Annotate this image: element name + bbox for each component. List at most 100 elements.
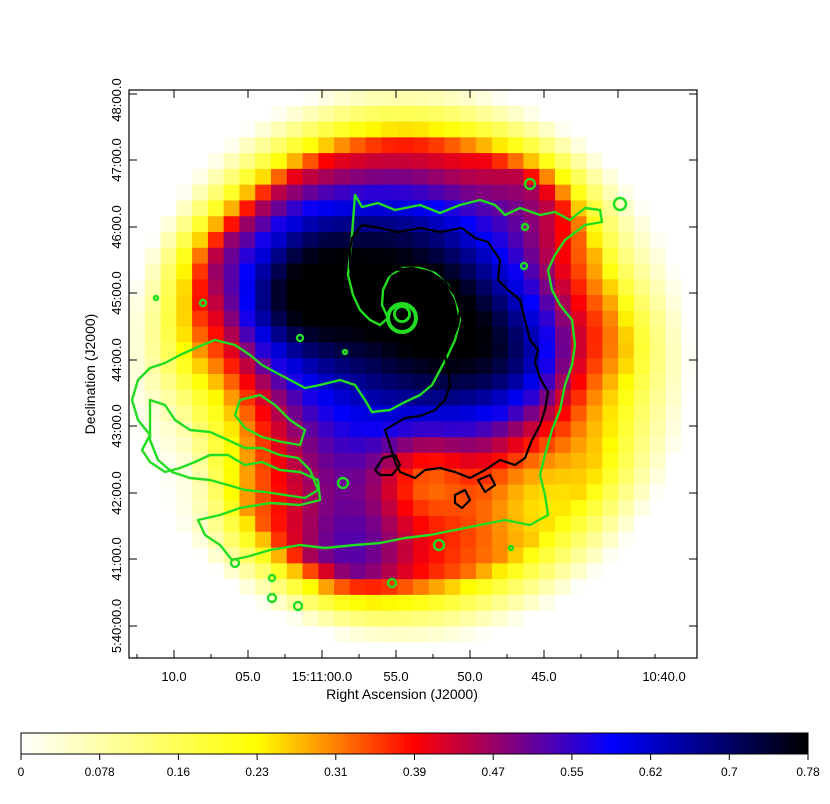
- heatmap-cell: [349, 374, 367, 391]
- heatmap-cell: [176, 421, 193, 438]
- heatmap-cell: [334, 437, 351, 454]
- heatmap-cell: [523, 90, 540, 107]
- heatmap-cell: [255, 247, 272, 265]
- heatmap-cell: [586, 137, 603, 154]
- heatmap-cell: [507, 610, 525, 628]
- heatmap-cell: [334, 516, 351, 533]
- heatmap-cell: [271, 342, 288, 359]
- y-tick-labels: 5:40:00.0 41:00.0 42:00.0 43:00.0 44:00.…: [109, 78, 124, 653]
- heatmap-cell: [176, 247, 193, 265]
- heatmap-cell: [381, 547, 398, 564]
- heatmap-cell: [539, 547, 556, 564]
- heatmap-cell: [255, 216, 272, 233]
- heatmap-cell: [570, 168, 588, 186]
- heatmap-cell: [176, 326, 193, 344]
- heatmap-cell: [129, 468, 146, 486]
- heatmap-cell: [176, 358, 193, 375]
- heatmap-cell: [570, 358, 588, 375]
- heatmap-cell: [239, 452, 256, 470]
- heatmap-cell: [507, 358, 525, 375]
- heatmap-cell: [570, 468, 588, 486]
- heatmap-cell: [144, 279, 162, 296]
- heatmap-cell: [302, 563, 319, 580]
- heatmap-cell: [349, 247, 367, 265]
- heatmap-cell: [223, 594, 241, 612]
- heatmap-cell: [665, 547, 682, 564]
- heatmap-cell: [192, 374, 209, 391]
- heatmap-cell: [602, 626, 619, 643]
- heatmap-cell: [555, 247, 572, 265]
- heatmap-cell: [334, 184, 351, 202]
- heatmap-cell: [381, 516, 398, 533]
- heatmap-cell: [681, 594, 697, 612]
- heatmap-cell: [649, 516, 667, 533]
- heatmap-cell: [318, 310, 335, 328]
- heatmap-cell: [491, 374, 509, 391]
- heatmap-cell: [144, 579, 162, 596]
- heatmap-cell: [665, 531, 682, 549]
- green-contour-blob-ne: [612, 196, 628, 212]
- heatmap-cell: [460, 358, 477, 375]
- heatmap-cell: [349, 452, 367, 470]
- heatmap-cell: [302, 168, 319, 186]
- heatmap-cell: [413, 500, 430, 517]
- heatmap-cell: [271, 579, 288, 596]
- heatmap-cell: [428, 452, 446, 470]
- heatmap-cell: [649, 326, 667, 344]
- heatmap-cell: [286, 121, 304, 138]
- heatmap-cell: [334, 452, 351, 470]
- heatmap-cell: [586, 531, 603, 549]
- heatmap-cell: [286, 547, 304, 564]
- heatmap-cell: [318, 153, 335, 170]
- x-tick-label: 55.0: [383, 669, 408, 684]
- heatmap-cell: [491, 90, 509, 107]
- heatmap-cell: [160, 263, 177, 280]
- heatmap-cell: [334, 137, 351, 154]
- heatmap-cell: [349, 594, 367, 612]
- green-contour-blob-e: [519, 261, 529, 271]
- heatmap-cell: [413, 105, 430, 123]
- heatmap-cell: [397, 105, 414, 123]
- heatmap-cell: [318, 642, 335, 658]
- heatmap-cell: [444, 484, 461, 501]
- heatmap-cell: [633, 452, 651, 470]
- heatmap-cell: [271, 547, 288, 564]
- heatmap-cell: [318, 105, 335, 123]
- heatmap-cell: [160, 374, 177, 391]
- heatmap-cell: [602, 295, 619, 312]
- heatmap-cell: [144, 468, 162, 486]
- heatmap-cell: [223, 121, 241, 138]
- heatmap-cell: [239, 374, 256, 391]
- heatmap-cell: [618, 310, 635, 328]
- y-axis-label: Declination (J2000): [82, 314, 98, 435]
- heatmap-cell: [192, 358, 209, 375]
- heatmap-cell: [349, 168, 367, 186]
- heatmap-cell: [381, 389, 398, 407]
- heatmap-cell: [570, 626, 588, 643]
- heatmap-cell: [681, 90, 697, 107]
- heatmap-cell: [176, 374, 193, 391]
- heatmap-cell: [555, 594, 572, 612]
- heatmap-cell: [334, 326, 351, 344]
- contours-green: [130, 177, 628, 612]
- heatmap-cell: [428, 594, 446, 612]
- heatmap-cell: [381, 232, 398, 249]
- heatmap-cell: [349, 626, 367, 643]
- heatmap-cell: [176, 437, 193, 454]
- heatmap-cell: [555, 279, 572, 296]
- heatmap-cell: [602, 531, 619, 549]
- heatmap-cell: [460, 437, 477, 454]
- heatmap-cell: [365, 105, 383, 123]
- heatmap-cell: [570, 232, 588, 249]
- heatmap-cell: [365, 326, 383, 344]
- contours-black: [348, 223, 550, 510]
- heatmap-cell: [428, 437, 446, 454]
- heatmap-cell: [681, 358, 697, 375]
- heatmap-cell: [555, 263, 572, 280]
- heatmap-cell: [334, 484, 351, 501]
- heatmap-cell: [207, 437, 225, 454]
- heatmap-cell: [160, 452, 177, 470]
- heatmap-cell: [555, 342, 572, 359]
- y-tick-label: 45:00.0: [109, 271, 124, 314]
- heatmap-cell: [286, 263, 304, 280]
